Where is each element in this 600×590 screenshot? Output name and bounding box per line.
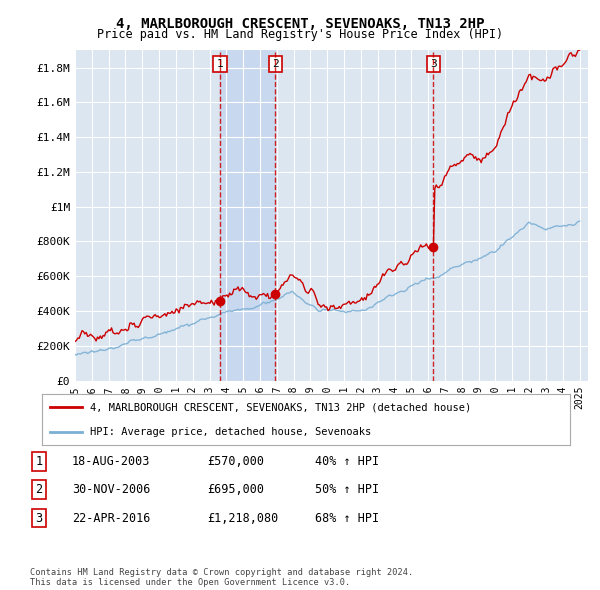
Text: 1: 1 <box>217 59 224 69</box>
Text: 2: 2 <box>35 483 43 496</box>
Text: 68% ↑ HPI: 68% ↑ HPI <box>315 512 379 525</box>
Text: 40% ↑ HPI: 40% ↑ HPI <box>315 455 379 468</box>
Text: £1,218,080: £1,218,080 <box>207 512 278 525</box>
Text: 50% ↑ HPI: 50% ↑ HPI <box>315 483 379 496</box>
Text: HPI: Average price, detached house, Sevenoaks: HPI: Average price, detached house, Seve… <box>89 427 371 437</box>
Text: £695,000: £695,000 <box>207 483 264 496</box>
Text: £570,000: £570,000 <box>207 455 264 468</box>
Text: 4, MARLBOROUGH CRESCENT, SEVENOAKS, TN13 2HP (detached house): 4, MARLBOROUGH CRESCENT, SEVENOAKS, TN13… <box>89 402 471 412</box>
Text: 18-AUG-2003: 18-AUG-2003 <box>72 455 151 468</box>
Text: 4, MARLBOROUGH CRESCENT, SEVENOAKS, TN13 2HP: 4, MARLBOROUGH CRESCENT, SEVENOAKS, TN13… <box>116 17 484 31</box>
Text: 1: 1 <box>35 455 43 468</box>
Text: 3: 3 <box>35 512 43 525</box>
Text: Contains HM Land Registry data © Crown copyright and database right 2024.
This d: Contains HM Land Registry data © Crown c… <box>30 568 413 587</box>
Text: Price paid vs. HM Land Registry's House Price Index (HPI): Price paid vs. HM Land Registry's House … <box>97 28 503 41</box>
Text: 30-NOV-2006: 30-NOV-2006 <box>72 483 151 496</box>
Bar <box>220 50 275 381</box>
Text: 22-APR-2016: 22-APR-2016 <box>72 512 151 525</box>
Text: 3: 3 <box>430 59 437 69</box>
Text: 2: 2 <box>272 59 279 69</box>
